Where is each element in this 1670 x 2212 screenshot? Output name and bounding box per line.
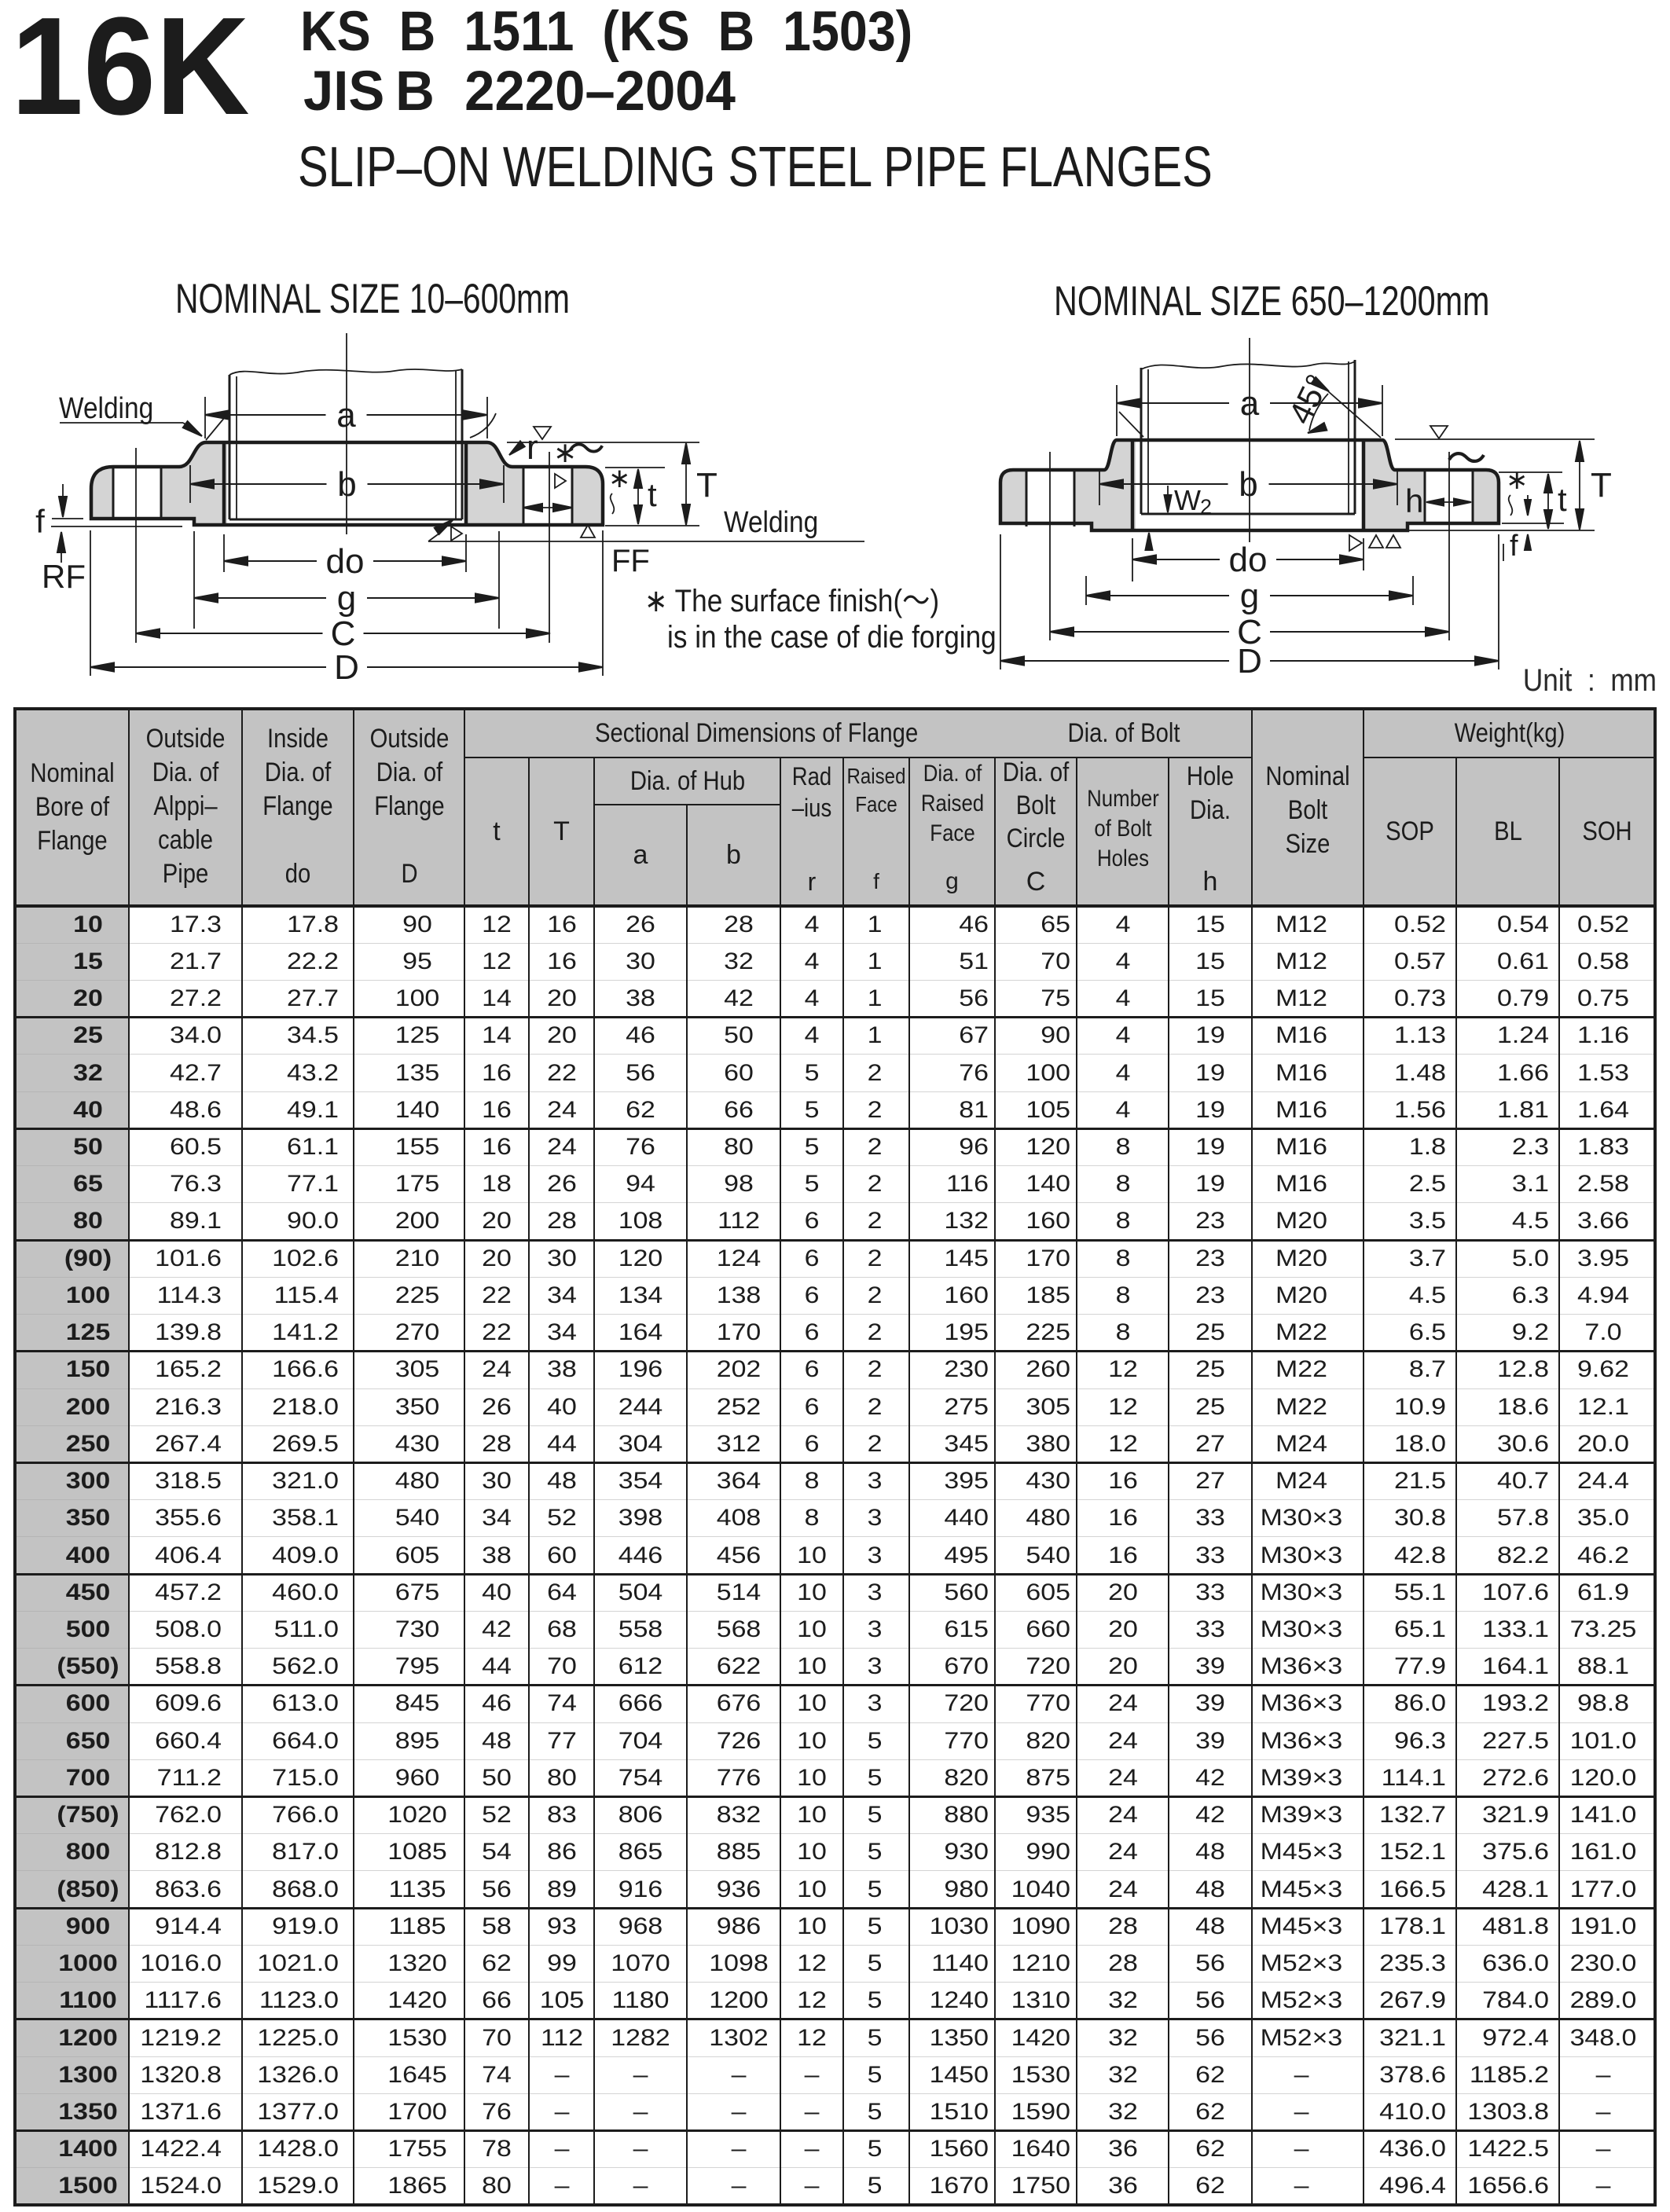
svg-text:C: C xyxy=(331,614,356,653)
svg-text:g: g xyxy=(337,579,356,618)
svg-text:∗: ∗ xyxy=(1506,465,1529,495)
svg-text:∗: ∗ xyxy=(608,464,631,493)
svg-text:T: T xyxy=(1591,466,1612,504)
svg-text:t: t xyxy=(648,476,657,513)
svg-text:～: ～ xyxy=(1446,437,1487,482)
svg-text:b: b xyxy=(337,465,356,504)
svg-text:f: f xyxy=(35,503,45,540)
svg-text:RF: RF xyxy=(42,558,86,595)
svg-text:45°: 45° xyxy=(1281,369,1336,430)
svg-text:do: do xyxy=(1229,541,1268,579)
svg-text:do: do xyxy=(326,542,365,581)
svg-text:W: W xyxy=(1174,484,1201,516)
svg-text:D: D xyxy=(1237,642,1262,680)
svg-text:h: h xyxy=(1405,482,1423,519)
svg-text:b: b xyxy=(1239,465,1257,504)
svg-text:2: 2 xyxy=(1200,495,1212,519)
svg-text:t: t xyxy=(1558,481,1567,518)
svg-text:a: a xyxy=(336,396,356,435)
svg-text:C: C xyxy=(1237,613,1262,651)
svg-text:D: D xyxy=(334,648,359,687)
svg-text:r: r xyxy=(527,428,538,467)
svg-text:T: T xyxy=(696,466,718,504)
svg-text:Welding: Welding xyxy=(59,391,153,424)
svg-text:f: f xyxy=(1510,530,1518,563)
svg-text:a: a xyxy=(1240,384,1260,423)
svg-text:Welding: Welding xyxy=(724,505,818,538)
svg-text:g: g xyxy=(1240,577,1259,615)
svg-text:～: ～ xyxy=(567,429,605,471)
svg-text:∗: ∗ xyxy=(553,436,577,468)
svg-text:FF: FF xyxy=(611,544,650,578)
